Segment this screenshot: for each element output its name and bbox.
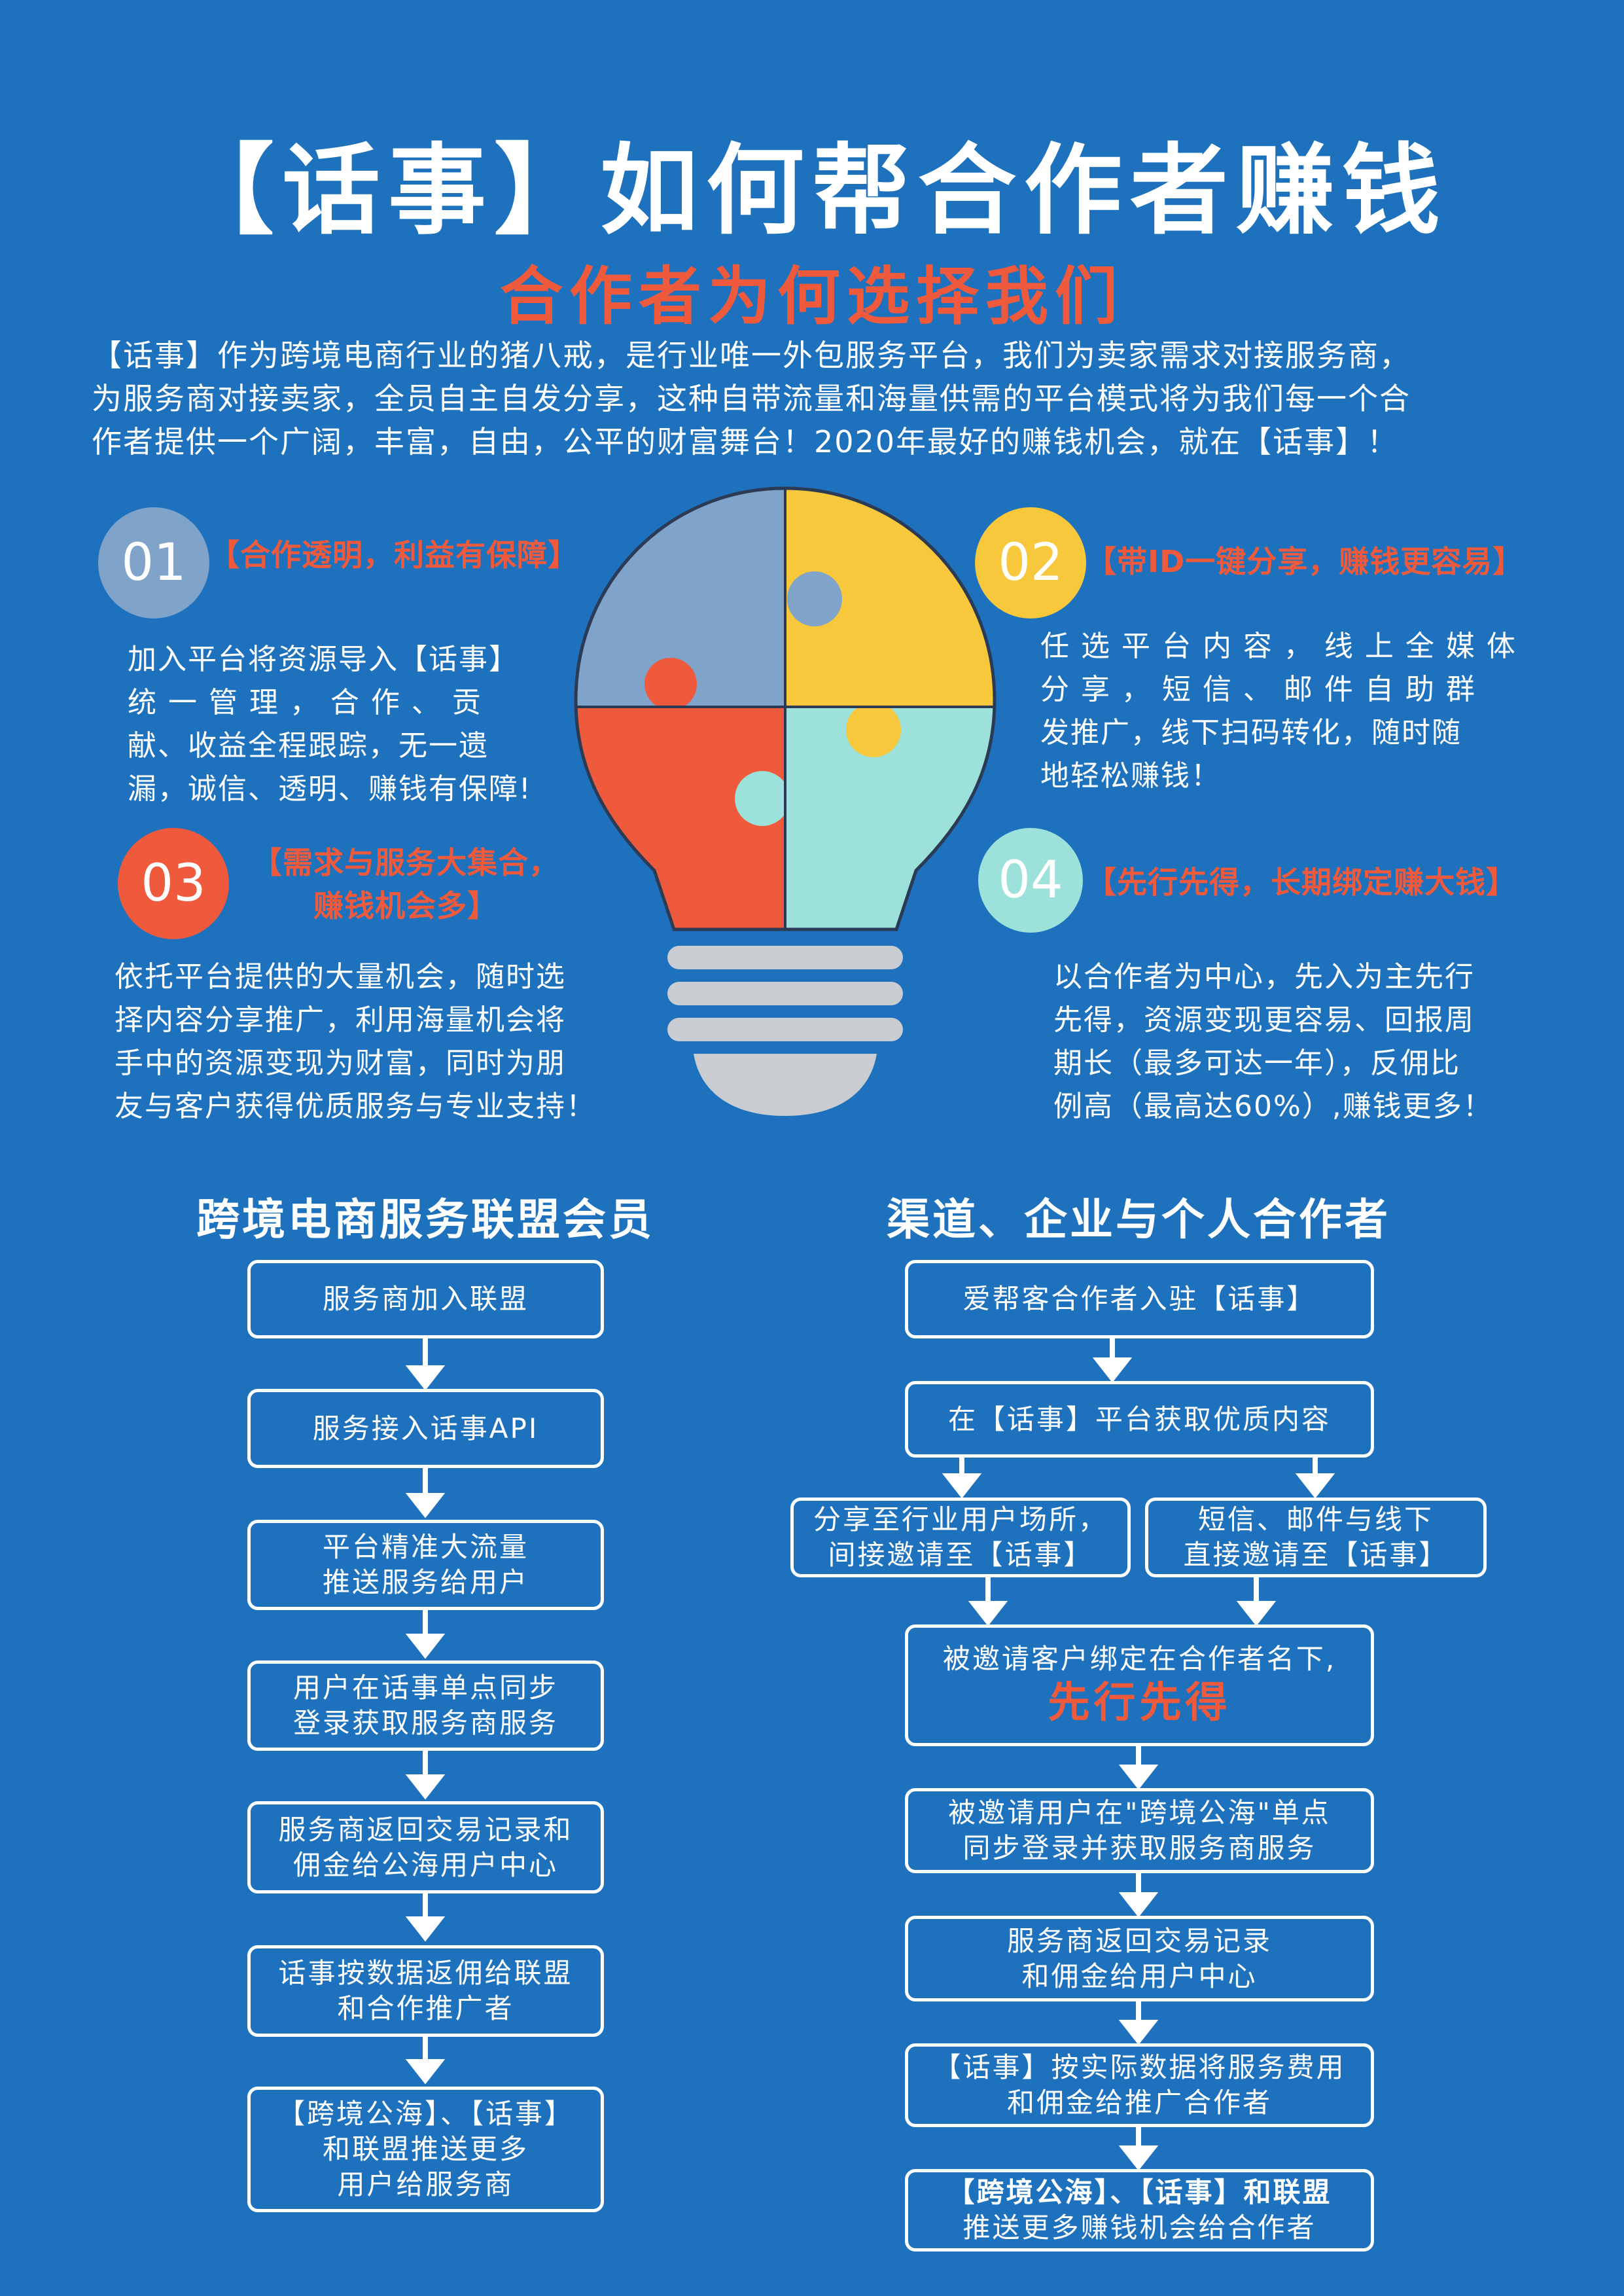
right-flow-step-4: 被邀请用户在"跨境公海"单点 同步登录并获取服务商服务 bbox=[905, 1788, 1374, 1873]
right-flow-step-7: 【跨境公海】、【话事】和联盟 推送更多赚钱机会给合作者 bbox=[905, 2169, 1374, 2251]
step-text: 和佣金给用户中心 bbox=[1021, 1960, 1258, 1992]
feature-text-line: 分 享 ， 短 信 、 邮 件 自 助 群 bbox=[1040, 673, 1476, 706]
step-text: 分享至行业用户场所， bbox=[813, 1503, 1108, 1535]
intro-paragraph: 【话事】作为跨境电商行业的猪八戒，是行业唯一外包服务平台，我们为卖家需求对接服务… bbox=[92, 334, 1544, 463]
step-text: 间接邀请至【话事】 bbox=[828, 1539, 1093, 1571]
left-flow-step-2: 服务接入话事API bbox=[247, 1389, 604, 1468]
feature-text-line: 先得，资源变现更容易、回报周 bbox=[1053, 1003, 1475, 1037]
left-flow-step-3: 平台精准大流量 推送服务给用户 bbox=[247, 1520, 604, 1610]
lightbulb-puzzle-illustration bbox=[574, 486, 997, 1116]
step-text: 推送更多赚钱机会给合作者 bbox=[962, 2212, 1316, 2244]
bulb-ring bbox=[667, 946, 903, 969]
feature-number-badge: 02 bbox=[975, 507, 1086, 619]
feature-text: 依托平台提供的大量机会，随时选 择内容分享推广，利用海量机会将 手中的资源变现为… bbox=[115, 956, 658, 1128]
feature-text-line: 发推广，线下扫码转化，随时随 bbox=[1040, 716, 1462, 749]
step-text: 话事按数据返佣给联盟 bbox=[278, 1957, 573, 1989]
step-text: 短信、邮件与线下 bbox=[1197, 1503, 1434, 1535]
feature-text-line: 献、收益全程跟踪，无一遗 bbox=[128, 729, 489, 762]
feature-title: 【先行先得，长期绑定赚大钱】 bbox=[1086, 865, 1517, 900]
left-flow-step-5: 服务商返回交易记录和 佣金给公海用户中心 bbox=[247, 1801, 604, 1893]
bulb-tip bbox=[694, 1054, 877, 1116]
step-text: 和合作推广者 bbox=[337, 1992, 514, 2024]
feature-text: 以合作者为中心，先入为主先行 先得，资源变现更容易、回报周 期长（最多可达一年）… bbox=[1053, 956, 1551, 1128]
feature-text-line: 任 选 平 台 内 容 ， 线 上 全 媒 体 bbox=[1040, 630, 1517, 663]
feature-title-line: 赚钱机会多】 bbox=[313, 888, 498, 924]
page-title: 【话事】如何帮合作者赚钱 bbox=[175, 134, 1448, 248]
intro-line: 作者提供一个广阔，丰富，自由，公平的财富舞台！2020年最好的赚钱机会，就在【话… bbox=[92, 424, 1399, 459]
step-text: 用户给服务商 bbox=[337, 2168, 514, 2200]
feature-text-line: 地轻松赚钱！ bbox=[1040, 759, 1221, 793]
feature-title: 【合作透明，利益有保障】 bbox=[209, 537, 578, 573]
feature-text: 加入平台将资源导入【话事】 统 一 管 理 ， 合 作 、 贡 献、收益全程跟踪… bbox=[128, 638, 546, 811]
feature-title: 【带ID一键分享，赚钱更容易】 bbox=[1086, 544, 1524, 579]
step-text: 佣金给公海用户中心 bbox=[292, 1848, 558, 1881]
feature-text-line: 加入平台将资源导入【话事】 bbox=[128, 643, 519, 676]
intro-line: 为服务商对接卖家，全员自主自发分享，这种自带流量和海量供需的平台模式将为我们每一… bbox=[92, 381, 1411, 416]
feature-text-line: 例高（最高达60%）,赚钱更多！ bbox=[1053, 1090, 1493, 1123]
step-text: 【跨境公海】、【话事】 bbox=[277, 2098, 574, 2130]
page-subtitle: 合作者为何选择我们 bbox=[500, 260, 1124, 333]
feature-text-line: 择内容分享推广，利用海量机会将 bbox=[115, 1003, 566, 1037]
right-flow-step-5: 服务商返回交易记录 和佣金给用户中心 bbox=[905, 1916, 1374, 2001]
step-text: 【话事】按实际数据将服务费用 bbox=[933, 2051, 1346, 2083]
step-text: 被邀请用户在"跨境公海"单点 bbox=[948, 1797, 1331, 1829]
feature-text-line: 以合作者为中心，先入为主先行 bbox=[1053, 960, 1475, 994]
step-text: 登录获取服务商服务 bbox=[292, 1707, 558, 1739]
step-text: 和佣金给推广合作者 bbox=[1006, 2087, 1272, 2119]
first-come-first-served-highlight: 先行先得 bbox=[1048, 1679, 1231, 1727]
bulb-ring bbox=[667, 982, 903, 1005]
feature-number-badge: 04 bbox=[978, 828, 1083, 933]
step-text: 【跨境公海】、【话事】和联盟 bbox=[947, 2176, 1332, 2208]
step-text: 服务商返回交易记录和 bbox=[278, 1813, 573, 1846]
right-flow-step-3: 被邀请客户绑定在合作者名下, 先行先得 bbox=[905, 1624, 1374, 1746]
step-text: 服务商加入联盟 bbox=[322, 1283, 529, 1315]
left-flow-step-6: 话事按数据返佣给联盟 和合作推广者 bbox=[247, 1945, 604, 2037]
feature-text-line: 依托平台提供的大量机会，随时选 bbox=[115, 960, 566, 994]
step-text: 服务商返回交易记录 bbox=[1006, 1924, 1272, 1957]
feature-text: 任 选 平 台 内 容 ， 线 上 全 媒 体 分 享 ， 短 信 、 邮 件 … bbox=[1040, 625, 1525, 798]
step-text: 在【话事】平台获取优质内容 bbox=[947, 1403, 1331, 1435]
right-flow-step-1: 爱帮客合作者入驻【话事】 bbox=[905, 1260, 1374, 1338]
step-text: 和联盟推送更多 bbox=[322, 2133, 529, 2165]
left-flow-title: 跨境电商服务联盟会员 bbox=[196, 1194, 654, 1245]
step-text: 平台精准大流量 bbox=[322, 1531, 529, 1563]
feature-text-line: 友与客户获得优质服务与专业支持！ bbox=[115, 1090, 596, 1123]
step-text: 服务接入话事API bbox=[312, 1412, 539, 1444]
left-flow-step-4: 用户在话事单点同步 登录获取服务商服务 bbox=[247, 1660, 604, 1751]
feature-title: 【需求与服务大集合， 赚钱机会多】 bbox=[222, 841, 589, 927]
step-text: 同步登录并获取服务商服务 bbox=[962, 1832, 1316, 1864]
right-flow-branch-left: 分享至行业用户场所， 间接邀请至【话事】 bbox=[790, 1498, 1131, 1577]
step-text: 直接邀请至【话事】 bbox=[1183, 1539, 1449, 1571]
bulb-ring bbox=[667, 1018, 903, 1041]
step-text: 推送服务给用户 bbox=[322, 1566, 529, 1598]
feature-text-line: 手中的资源变现为财富，同时为朋 bbox=[115, 1047, 566, 1080]
right-flow-step-6: 【话事】按实际数据将服务费用 和佣金给推广合作者 bbox=[905, 2043, 1374, 2127]
right-flow-branch-right: 短信、邮件与线下 直接邀请至【话事】 bbox=[1145, 1498, 1487, 1577]
feature-number-badge: 03 bbox=[118, 828, 229, 939]
step-text: 用户在话事单点同步 bbox=[292, 1672, 558, 1704]
feature-text-line: 统 一 管 理 ， 合 作 、 贡 bbox=[128, 686, 482, 719]
left-flow-step-7: 【跨境公海】、【话事】 和联盟推送更多 用户给服务商 bbox=[247, 2087, 604, 2212]
feature-text-line: 期长（最多可达一年），反佣比 bbox=[1053, 1047, 1460, 1080]
feature-number-badge: 01 bbox=[98, 507, 209, 619]
step-text: 爱帮客合作者入驻【话事】 bbox=[962, 1283, 1316, 1315]
feature-text-line: 漏，诚信、透明、赚钱有保障! bbox=[128, 772, 532, 806]
feature-title-line: 【需求与服务大集合， bbox=[252, 845, 559, 880]
step-text: 被邀请客户绑定在合作者名下, bbox=[942, 1643, 1337, 1675]
right-flow-step-2: 在【话事】平台获取优质内容 bbox=[905, 1381, 1374, 1458]
left-flow-step-1: 服务商加入联盟 bbox=[247, 1260, 604, 1338]
right-flow-title: 渠道、企业与个人合作者 bbox=[887, 1194, 1390, 1245]
intro-line: 【话事】作为跨境电商行业的猪八戒，是行业唯一外包服务平台，我们为卖家需求对接服务… bbox=[92, 338, 1411, 373]
